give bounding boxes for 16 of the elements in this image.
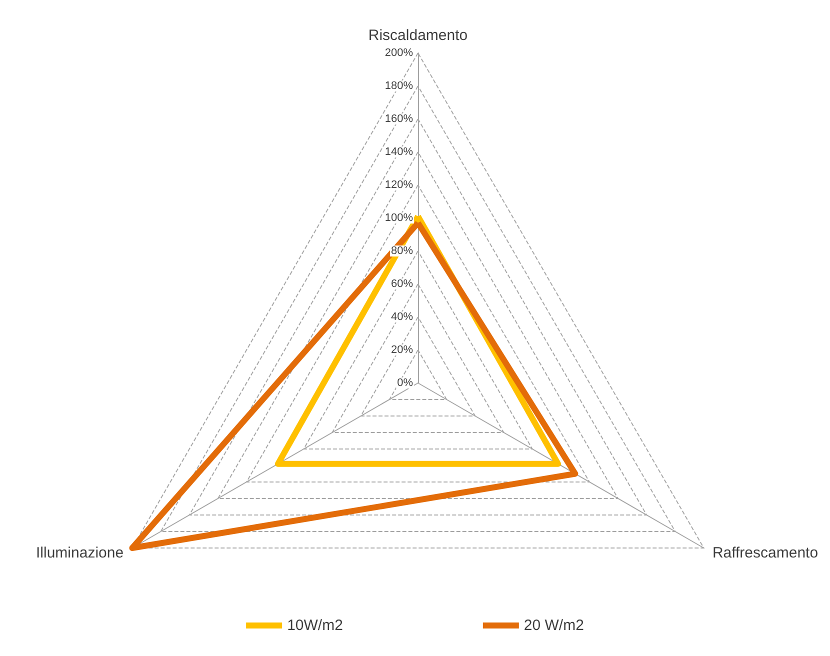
y-tick-label: 100% — [384, 212, 414, 224]
spoke-label: Raffrescamento — [712, 544, 818, 562]
spoke-label: Riscaldamento — [368, 27, 468, 44]
y-tick-label: 60% — [390, 278, 414, 290]
spoke-label: Illuminazione — [36, 544, 124, 562]
legend-label: 20 W/m2 — [524, 617, 584, 634]
y-tick-label: 0% — [397, 377, 414, 389]
y-tick-label: 180% — [384, 80, 414, 92]
y-tick-label: 120% — [384, 179, 414, 191]
y-tick-label: 20% — [390, 344, 414, 356]
y-tick-label: 160% — [384, 113, 414, 125]
y-tick-label: 200% — [384, 47, 414, 59]
y-tick-label: 40% — [390, 311, 414, 323]
y-tick-label: 80% — [390, 245, 414, 257]
y-tick-label: 140% — [384, 146, 414, 158]
legend-label: 10W/m2 — [287, 617, 343, 634]
